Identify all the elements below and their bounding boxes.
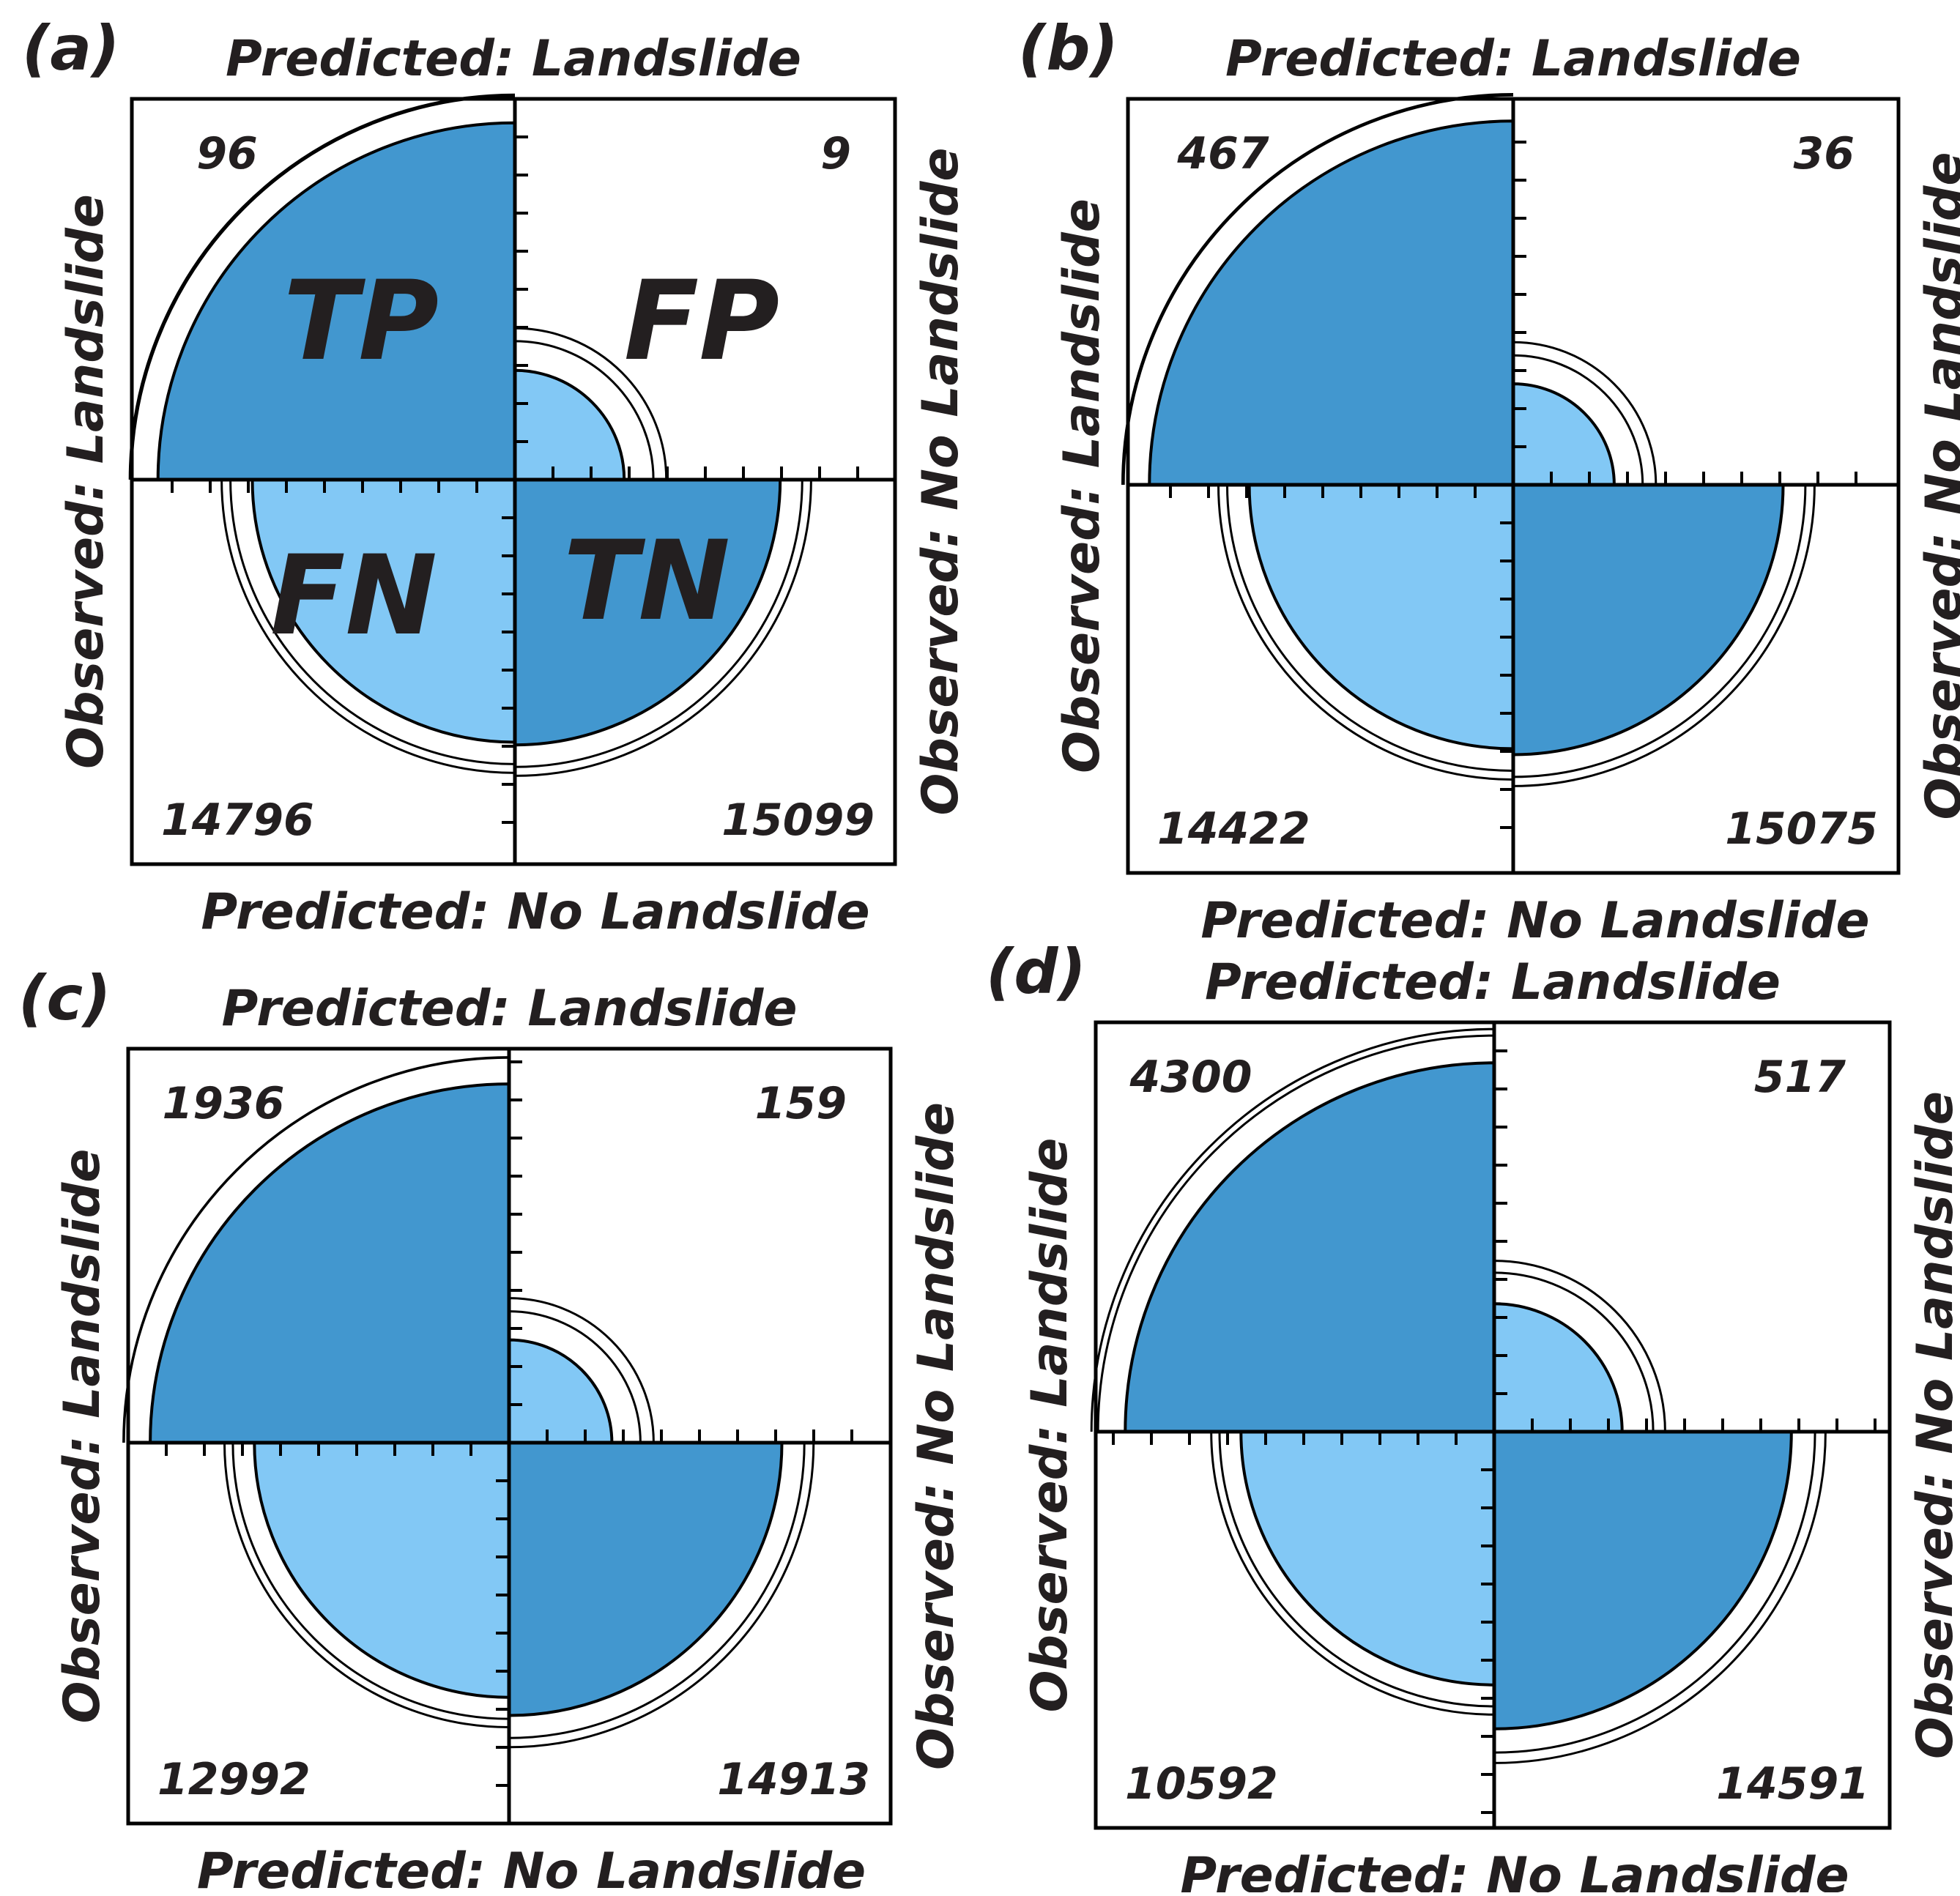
fn-confidence-ring (1210, 1431, 1495, 1716)
panel-label: (b) (1018, 12, 1118, 84)
predicted-no-landslide-label: Predicted: No Landslide (1180, 1847, 1849, 1892)
fn-count: 10592 (1125, 1758, 1278, 1810)
fp-confidence-ring (1512, 341, 1658, 486)
fp-quadrant-wedge (1512, 382, 1616, 486)
observed-no-landslide-label: Observed: No Landslide (907, 1102, 965, 1770)
tn-confidence-ring (514, 479, 803, 768)
fn-confidence-ring (229, 479, 516, 765)
observed-no-landslide-label: Observed: No Landslide (912, 147, 970, 815)
fn-code: FN (270, 532, 437, 660)
tp-quadrant-wedge (156, 121, 516, 481)
predicted-no-landslide-label: Predicted: No Landslide (1200, 892, 1869, 950)
tn-confidence-ring (508, 1442, 815, 1749)
tp-confidence-ring (1121, 93, 1514, 486)
tp-count: 96 (196, 128, 258, 179)
fp-count: 9 (820, 128, 851, 179)
observed-landslide-label: Observed: Landslide (53, 1149, 111, 1724)
tn-quadrant-wedge (1493, 1430, 1793, 1730)
panel-d-labels: (d) Predicted: Landslide Predicted: No Lan… (986, 936, 1960, 1896)
tn-code: TN (563, 518, 730, 645)
observed-no-landslide-label: Observed: No Landslide (1907, 1091, 1960, 1759)
fn-confidence-ring (231, 1442, 510, 1720)
fn-quadrant-wedge (253, 1441, 511, 1699)
fp-confidence-ring (508, 1297, 655, 1443)
panel-a-labels: (a) Predicted: Landslide Predicted: No Lan… (22, 12, 970, 941)
fp-quadrant-wedge (513, 368, 626, 481)
panel-c-labels: (c) Predicted: Landslide Predicted: No Lan… (18, 962, 965, 1896)
fp-code: FP (624, 258, 779, 385)
fp-confidence-ring (1493, 1260, 1666, 1432)
fn-count: 14422 (1157, 803, 1310, 855)
predicted-no-landslide-label: Predicted: No Landslide (197, 1843, 866, 1892)
fp-confidence-ring (1512, 354, 1644, 486)
shape-layer (122, 93, 1901, 1830)
fn-confidence-ring (1218, 1431, 1495, 1708)
tn-count: 15075 (1725, 803, 1878, 855)
panel-label: (d) (986, 936, 1086, 1008)
fp-confidence-ring (514, 327, 668, 480)
tp-quadrant-wedge (1124, 1061, 1496, 1433)
tp-confidence-ring (122, 1056, 510, 1443)
predicted-landslide-label: Predicted: Landslide (221, 980, 797, 1038)
tp-confidence-ring (1096, 1034, 1495, 1432)
fp-confidence-ring (1493, 1271, 1655, 1432)
tn-confidence-ring (1493, 1431, 1816, 1754)
tn-confidence-ring (1493, 1431, 1827, 1764)
tn-quadrant-wedge (513, 478, 782, 747)
tp-quadrant-wedge (1148, 119, 1515, 486)
fn-quadrant-wedge (250, 478, 516, 744)
tn-confidence-ring (514, 479, 812, 777)
predicted-landslide-label: Predicted: Landslide (226, 30, 801, 88)
tp-count: 1936 (163, 1078, 285, 1129)
observed-landslide-label: Observed: Landslide (1053, 198, 1111, 773)
tn-count: 14591 (1716, 1758, 1869, 1810)
fn-confidence-ring (220, 479, 516, 774)
tn-count: 15099 (721, 795, 875, 846)
tp-count: 4300 (1129, 1052, 1252, 1103)
panel-b (1121, 93, 1901, 875)
tp-confidence-ring (130, 94, 516, 480)
panel-label: (a) (22, 12, 119, 84)
fn-count: 14796 (161, 795, 314, 846)
observed-landslide-label: Observed: Landslide (1021, 1138, 1079, 1713)
panel-d (1090, 1020, 1892, 1830)
tp-count: 467 (1176, 128, 1269, 179)
predicted-landslide-label: Predicted: Landslide (1225, 30, 1801, 88)
tp-confidence-ring (1122, 94, 1514, 486)
tn-confidence-ring (508, 1442, 806, 1739)
panel-label: (c) (18, 962, 111, 1034)
panel-c (122, 1046, 893, 1826)
fp-confidence-ring (508, 1310, 642, 1443)
tp-confidence-ring (128, 93, 516, 480)
panel-b-labels: (b) Predicted: Landslide Predicted: No Lan… (1018, 12, 1960, 950)
fp-count: 36 (1794, 128, 1855, 179)
observed-no-landslide-label: Observed: No Landslide (1915, 152, 1960, 819)
fn-quadrant-wedge (1239, 1430, 1496, 1687)
fp-confidence-ring (514, 340, 655, 480)
predicted-no-landslide-label: Predicted: No Landslide (201, 883, 869, 941)
tn-quadrant-wedge (508, 1441, 784, 1717)
tn-count: 14913 (717, 1754, 870, 1805)
tp-confidence-ring (1090, 1027, 1495, 1432)
fn-confidence-ring (223, 1442, 510, 1728)
tn-confidence-ring (1512, 484, 1807, 778)
tp-quadrant-wedge (149, 1082, 511, 1444)
fn-count: 12992 (157, 1754, 311, 1805)
tn-quadrant-wedge (1512, 483, 1785, 756)
fn-confidence-ring (1226, 484, 1514, 772)
fp-count: 517 (1754, 1052, 1846, 1103)
fn-confidence-ring (1217, 484, 1514, 781)
tp-code: TP (283, 258, 439, 385)
panel-a (128, 93, 897, 866)
tn-confidence-ring (1512, 484, 1816, 787)
fp-count: 159 (755, 1078, 847, 1129)
predicted-landslide-label: Predicted: Landslide (1205, 953, 1781, 1011)
fn-quadrant-wedge (1247, 483, 1515, 751)
observed-landslide-label: Observed: Landslide (57, 194, 115, 769)
fp-quadrant-wedge (1493, 1302, 1624, 1433)
fp-quadrant-wedge (508, 1338, 614, 1444)
